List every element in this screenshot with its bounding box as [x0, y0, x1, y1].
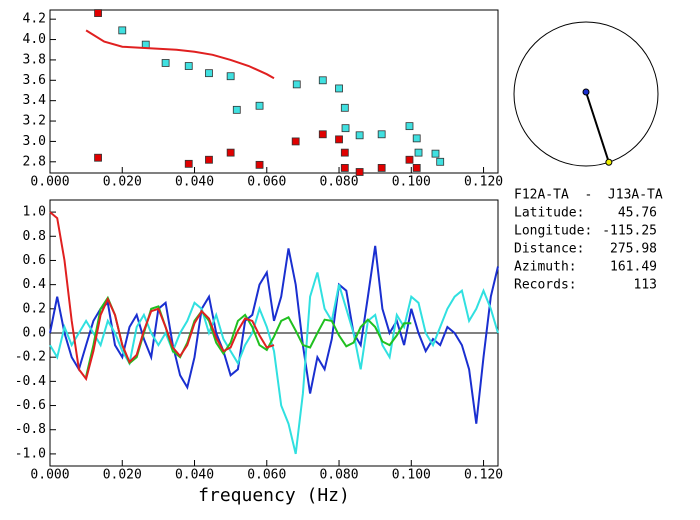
x-tick-label: 0.020 [103, 468, 142, 483]
scatter-point [292, 80, 301, 89]
scatter-point [291, 137, 300, 146]
scatter-point [340, 103, 349, 112]
info-value: 161.49 [610, 260, 657, 275]
y-tick-label: -0.2 [15, 350, 46, 365]
series-line [49, 272, 499, 455]
scatter-point [414, 148, 423, 157]
scatter-point [94, 9, 102, 17]
y-tick-label: 3.2 [23, 114, 46, 129]
scatter-point [341, 124, 350, 133]
scatter-point [405, 122, 414, 131]
y-tick-label: 0.4 [23, 277, 47, 292]
info-label: Azimuth: [514, 260, 577, 275]
scatter-point [335, 135, 343, 144]
y-tick-label: 0.0 [23, 326, 46, 341]
y-tick-label: -0.8 [15, 422, 46, 437]
target-dot [605, 158, 613, 166]
y-tick-label: 3.0 [23, 134, 46, 149]
scatter-point [318, 130, 327, 139]
scatter-point [161, 59, 170, 67]
y-tick-label: 2.8 [23, 154, 46, 169]
y-tick-label: 0.2 [23, 301, 46, 316]
series-line [85, 29, 275, 80]
azimuth-circle [513, 21, 659, 167]
info-value: 45.76 [618, 206, 657, 221]
scatter-point [205, 155, 213, 164]
x-axis-label: frequency (Hz) [198, 485, 350, 506]
origin-dot [582, 88, 590, 96]
x-tick-label: 0.080 [319, 468, 358, 483]
scatter-point [377, 164, 386, 172]
info-label: Records: [514, 278, 577, 293]
y-tick-label: -0.4 [15, 374, 46, 389]
scatter-point [232, 105, 241, 114]
info-value: -115.25 [602, 224, 657, 239]
x-tick-label: 0.060 [247, 468, 286, 483]
info-label: Latitude: [514, 206, 584, 221]
scatter-point [405, 155, 414, 164]
y-tick-label: 0.6 [23, 253, 46, 268]
x-tick-label: 0.000 [30, 468, 69, 483]
y-tick-label: 1.0 [23, 205, 46, 220]
scatter-point [377, 130, 386, 139]
info-value: 113 [634, 278, 657, 293]
x-tick-label: 0.060 [247, 175, 286, 190]
series-line [49, 211, 275, 382]
azimuth-needle [585, 91, 610, 163]
series-line [49, 245, 499, 424]
x-tick-label: 0.120 [464, 468, 503, 483]
scatter-point [184, 62, 193, 70]
y-tick-label: 4.2 [23, 12, 46, 27]
scatter-point [412, 134, 421, 143]
y-tick-label: 3.4 [23, 93, 47, 108]
y-tick-label: 3.6 [23, 73, 46, 88]
y-tick-label: 0.8 [23, 229, 46, 244]
scatter-point [431, 149, 440, 158]
info-label: Longitude: [514, 224, 592, 239]
x-tick-label: 0.040 [175, 175, 214, 190]
info-value: 275.98 [610, 242, 657, 257]
scatter-point [118, 26, 127, 35]
x-tick-label: 0.080 [319, 175, 358, 190]
x-tick-label: 0.020 [103, 175, 142, 190]
scatter-point [255, 160, 264, 169]
scatter-point [226, 148, 235, 157]
scatter-point [335, 84, 343, 93]
y-tick-label: -1.0 [15, 446, 46, 461]
y-tick-label: -0.6 [15, 398, 46, 413]
x-tick-label: 0.040 [175, 468, 214, 483]
y-tick-label: 3.8 [23, 52, 46, 67]
x-tick-label: 0.000 [30, 175, 69, 190]
scatter-point [226, 72, 235, 81]
scatter-point [184, 159, 193, 168]
scatter-point [436, 157, 445, 166]
y-tick-label: 4.0 [23, 32, 46, 47]
scatter-point [205, 69, 213, 78]
x-tick-label: 0.100 [392, 468, 431, 483]
scatter-point [94, 153, 102, 162]
scatter-point [318, 76, 327, 85]
scatter-point [255, 101, 264, 110]
scatter-point [355, 131, 364, 140]
x-tick-label: 0.120 [464, 175, 503, 190]
scatter-point [412, 164, 421, 172]
x-tick-label: 0.100 [392, 175, 431, 190]
station-title: F12A-TA - J13A-TA [514, 188, 663, 203]
info-label: Distance: [514, 242, 584, 257]
scatter-point [340, 164, 349, 172]
plot-frame [49, 9, 499, 174]
scatter-point [355, 168, 364, 176]
scatter-point [340, 148, 349, 157]
